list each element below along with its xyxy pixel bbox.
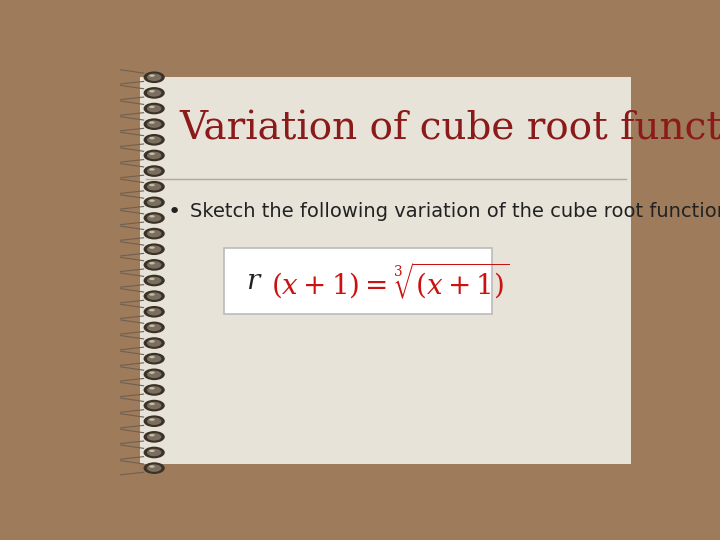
Ellipse shape <box>149 340 155 343</box>
Ellipse shape <box>149 90 155 92</box>
Ellipse shape <box>149 325 155 327</box>
Ellipse shape <box>147 120 161 128</box>
Ellipse shape <box>147 261 161 268</box>
Ellipse shape <box>149 309 155 312</box>
Ellipse shape <box>147 277 161 284</box>
Ellipse shape <box>143 338 165 349</box>
Text: $(x+1) = \sqrt[3]{(x+1)}$: $(x+1) = \sqrt[3]{(x+1)}$ <box>271 261 510 301</box>
Ellipse shape <box>143 197 165 208</box>
Ellipse shape <box>143 462 165 474</box>
Ellipse shape <box>143 384 165 396</box>
Text: Sketch the following variation of the cube root function:: Sketch the following variation of the cu… <box>190 202 720 221</box>
Ellipse shape <box>149 450 155 452</box>
Ellipse shape <box>147 323 161 331</box>
Ellipse shape <box>143 181 165 193</box>
Ellipse shape <box>149 152 155 155</box>
Ellipse shape <box>143 134 165 146</box>
Ellipse shape <box>149 231 155 233</box>
Ellipse shape <box>149 262 155 265</box>
Ellipse shape <box>143 447 165 458</box>
Ellipse shape <box>149 278 155 280</box>
Ellipse shape <box>149 387 155 389</box>
Ellipse shape <box>149 418 155 421</box>
Ellipse shape <box>147 136 161 144</box>
Ellipse shape <box>147 433 161 441</box>
Ellipse shape <box>147 292 161 300</box>
Ellipse shape <box>147 214 161 222</box>
Ellipse shape <box>143 212 165 224</box>
Text: $r$: $r$ <box>246 267 263 295</box>
Ellipse shape <box>149 215 155 218</box>
Ellipse shape <box>143 368 165 380</box>
Ellipse shape <box>143 228 165 239</box>
Text: •: • <box>168 202 181 222</box>
Ellipse shape <box>149 184 155 186</box>
Ellipse shape <box>143 71 165 83</box>
Ellipse shape <box>149 199 155 202</box>
Ellipse shape <box>143 275 165 286</box>
Ellipse shape <box>147 73 161 81</box>
Ellipse shape <box>147 308 161 315</box>
Ellipse shape <box>147 417 161 425</box>
Ellipse shape <box>143 87 165 99</box>
Ellipse shape <box>147 152 161 159</box>
Ellipse shape <box>149 465 155 468</box>
Ellipse shape <box>143 291 165 302</box>
Ellipse shape <box>149 106 155 108</box>
Ellipse shape <box>143 415 165 427</box>
Ellipse shape <box>147 89 161 97</box>
Ellipse shape <box>149 137 155 139</box>
Ellipse shape <box>147 386 161 394</box>
Ellipse shape <box>149 246 155 249</box>
Ellipse shape <box>149 372 155 374</box>
Ellipse shape <box>147 230 161 238</box>
Ellipse shape <box>147 339 161 347</box>
Ellipse shape <box>147 105 161 112</box>
Ellipse shape <box>149 356 155 358</box>
Ellipse shape <box>143 118 165 130</box>
Ellipse shape <box>147 183 161 191</box>
Bar <box>140 77 631 464</box>
Ellipse shape <box>143 306 165 318</box>
Ellipse shape <box>147 449 161 456</box>
Ellipse shape <box>147 167 161 175</box>
Ellipse shape <box>149 403 155 405</box>
Ellipse shape <box>149 75 155 77</box>
Ellipse shape <box>147 246 161 253</box>
Ellipse shape <box>149 434 155 436</box>
Ellipse shape <box>149 122 155 124</box>
Ellipse shape <box>143 244 165 255</box>
Ellipse shape <box>143 165 165 177</box>
Ellipse shape <box>143 353 165 364</box>
Ellipse shape <box>147 464 161 472</box>
Ellipse shape <box>147 402 161 409</box>
Text: Variation of cube root function: Variation of cube root function <box>179 111 720 147</box>
Ellipse shape <box>143 150 165 161</box>
Bar <box>224 248 492 314</box>
Ellipse shape <box>143 259 165 271</box>
Ellipse shape <box>147 370 161 378</box>
Ellipse shape <box>147 355 161 362</box>
Ellipse shape <box>147 199 161 206</box>
Ellipse shape <box>143 431 165 443</box>
Ellipse shape <box>143 322 165 333</box>
Ellipse shape <box>149 293 155 296</box>
Ellipse shape <box>143 400 165 411</box>
Ellipse shape <box>149 168 155 171</box>
Ellipse shape <box>143 103 165 114</box>
